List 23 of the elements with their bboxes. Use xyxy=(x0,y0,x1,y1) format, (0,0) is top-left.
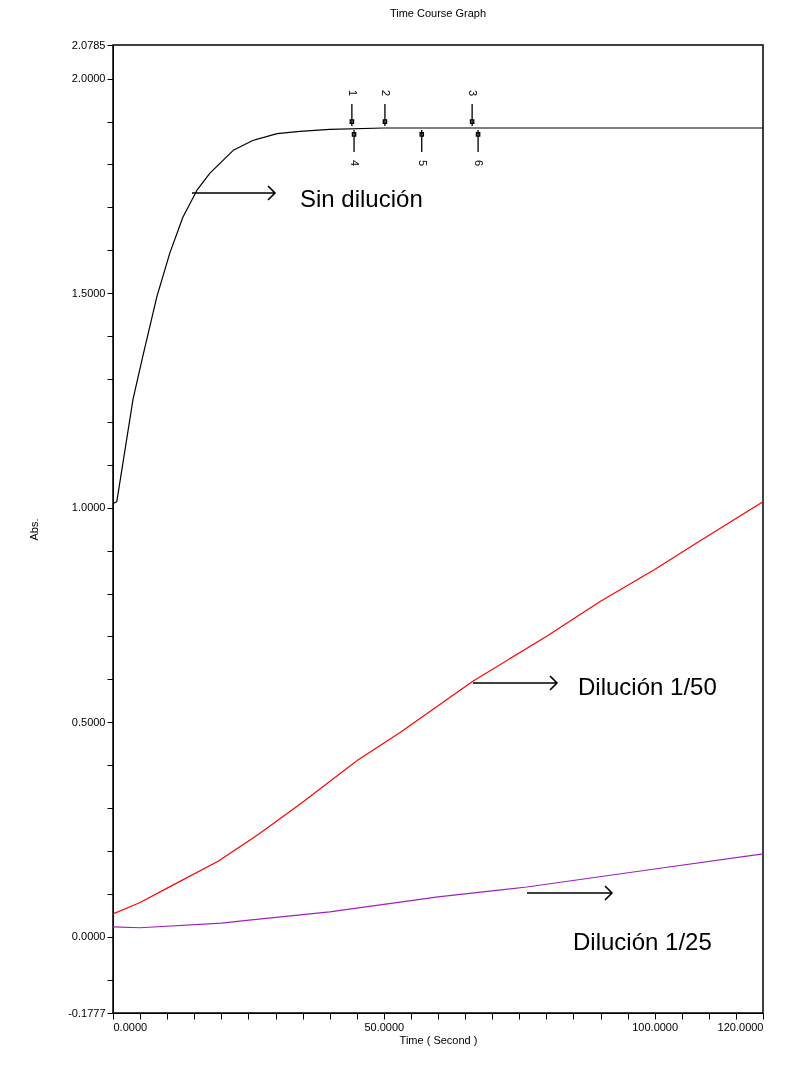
y-tick-label: 1.5000 xyxy=(71,286,106,299)
y-tick-label: 0.5000 xyxy=(71,715,106,728)
y-tick-label: -0.1777 xyxy=(68,1006,106,1019)
x-axis-title: Time ( Second ) xyxy=(399,1033,478,1046)
y-axis-title: Abs. xyxy=(28,518,41,541)
chart-title: Time Course Graph xyxy=(389,7,487,19)
annotation: 2 xyxy=(379,89,392,97)
annotation: 6 xyxy=(473,159,486,167)
y-tick-label: 2.0785 xyxy=(71,38,106,51)
x-tick-label: 50.0000 xyxy=(364,1020,405,1033)
annotation: 3 xyxy=(467,89,480,97)
annotation: 1 xyxy=(346,89,359,97)
annotation: Dilución 1/50 xyxy=(578,673,717,700)
annotation: Sin dilución xyxy=(300,185,423,212)
annotation: Dilución 1/25 xyxy=(573,928,712,955)
annotation: 4 xyxy=(349,159,362,167)
annotation: 5 xyxy=(416,159,429,167)
x-tick-label: 120.0000 xyxy=(717,1020,764,1033)
x-tick-label: 100.0000 xyxy=(632,1020,679,1033)
y-tick-label: 1.0000 xyxy=(71,501,106,514)
y-tick-label: 2.0000 xyxy=(71,72,106,85)
x-tick-label: 0.0000 xyxy=(113,1020,148,1033)
y-tick-label: 0.0000 xyxy=(71,930,106,943)
